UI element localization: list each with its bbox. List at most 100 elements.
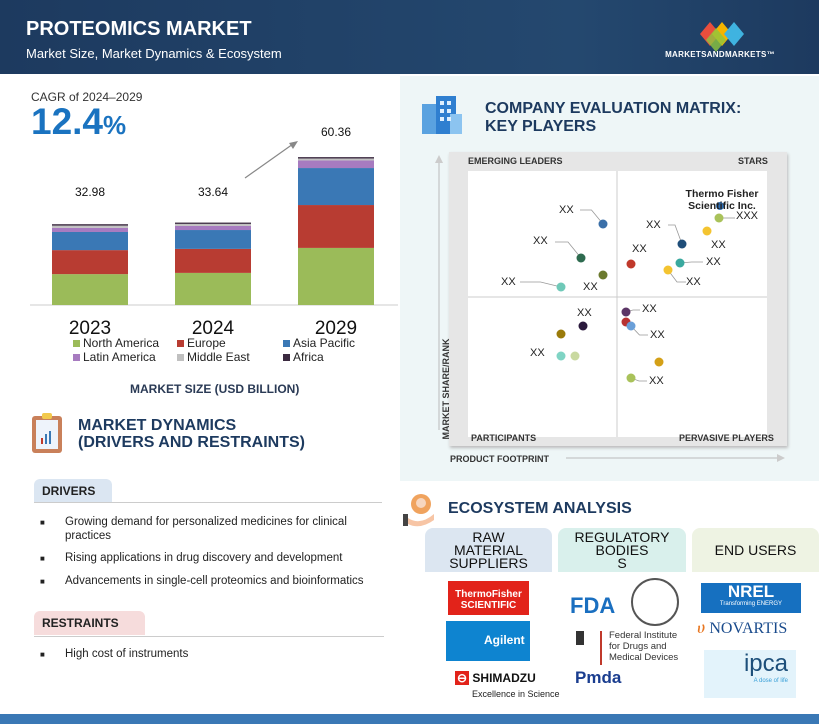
- player-dot: [578, 321, 588, 331]
- leader-line: [580, 209, 604, 225]
- player-label: XX: [583, 281, 598, 293]
- cagr-number: 12.4: [31, 101, 104, 142]
- driver-item: Advancements in single-cell proteomics a…: [65, 575, 364, 587]
- player-dot: [598, 270, 608, 280]
- eco-heading-line: MATERIAL: [454, 541, 523, 558]
- markets-logo-icon: [700, 22, 744, 52]
- cagr-unit: %: [103, 110, 127, 140]
- legend-item: Middle East: [177, 350, 250, 364]
- bar-segment-africa: [52, 224, 128, 226]
- bullet-icon: ■: [40, 577, 45, 586]
- x-axis-arrowhead: [777, 454, 785, 462]
- player-dot: [556, 282, 566, 292]
- nrel-text: NREL: [727, 582, 775, 601]
- bar-segment-north-america: [175, 272, 251, 305]
- legend-label: Middle East: [187, 350, 250, 364]
- player-label: XX: [533, 235, 548, 247]
- player-label: XX: [559, 204, 574, 216]
- player-dot: [556, 329, 566, 339]
- eco-heading-end-users: END USERS: [692, 528, 819, 572]
- bar-total-label: 33.64: [197, 185, 229, 199]
- agilent-logo: Agilent: [446, 621, 530, 661]
- quadrant-participants: PARTICIPANTS: [471, 433, 537, 443]
- player-label: XX: [711, 239, 726, 251]
- eco-heading-line: S: [617, 554, 627, 571]
- legend-swatch: [73, 339, 80, 347]
- bar-segment-latin-america: [298, 160, 374, 169]
- dynamics-title-line1: MARKET DYNAMICS: [78, 417, 237, 434]
- fda-logo: FDA: [570, 593, 616, 618]
- player-dot: [576, 253, 586, 263]
- player-dot: [626, 321, 636, 331]
- novartis-text: NOVARTIS: [709, 620, 788, 637]
- bar-segment-middle-east: [175, 223, 251, 226]
- legend-item: Europe: [177, 336, 226, 350]
- shimadzu-text: SHIMADZU: [472, 671, 536, 685]
- player-label: XX: [646, 219, 661, 231]
- footer-bar: [0, 714, 819, 724]
- dynamics-title: MARKET DYNAMICS (DRIVERS AND RESTRAINTS): [78, 417, 305, 451]
- player-dot: [663, 265, 673, 275]
- player-dot: [626, 259, 636, 269]
- legend-label: Europe: [187, 336, 226, 350]
- bar-segment-africa: [175, 222, 251, 224]
- bar-segment-latin-america: [175, 225, 251, 231]
- player-dot: [675, 258, 685, 268]
- bullet-icon: ■: [40, 554, 45, 563]
- logo-text: MARKETSANDMARKETS™: [665, 50, 775, 59]
- y-axis-label: MARKET SHARE/RANK: [441, 338, 451, 440]
- novartis-logo: ሀ NOVARTIS: [697, 620, 788, 637]
- market-size-chart: [30, 141, 398, 306]
- driver-item: Rising applications in drug discovery an…: [65, 552, 343, 564]
- driver-item: Growing demand for personalized medicine…: [65, 516, 347, 542]
- x-axis-label: PRODUCT FOOTPRINT: [450, 454, 549, 464]
- player-dot: [714, 213, 724, 223]
- x-tick-label: 2029: [314, 318, 358, 339]
- drivers-tab: DRIVERS: [34, 479, 112, 503]
- ipca-tagline: A dose of life: [753, 678, 788, 684]
- player-label: XX: [650, 329, 665, 341]
- bar-segment-middle-east: [298, 158, 374, 161]
- ecosystem-title: ECOSYSTEM ANALYSIS: [448, 500, 632, 517]
- chart-axis-title: MARKET SIZE (USD BILLION): [130, 382, 300, 396]
- growth-arrow: [244, 141, 298, 179]
- legend-item: North America: [73, 336, 159, 350]
- clipboard-chart-icon: [32, 413, 62, 453]
- cagr-label: CAGR of 2024–2029: [31, 90, 143, 104]
- player-dot: [716, 202, 724, 210]
- matrix-title-line2: KEY PLAYERS: [485, 118, 597, 135]
- bar-segment-asia-pacific: [175, 230, 251, 249]
- player-dot: [621, 307, 631, 317]
- player-dot: [556, 351, 566, 361]
- legend-item: Latin America: [73, 350, 156, 364]
- india-emblem-logo: [631, 578, 679, 626]
- restraints-tab: RESTRAINTS: [34, 611, 145, 635]
- german-eagle-icon: [576, 631, 584, 645]
- x-tick-label: 2023: [68, 318, 112, 339]
- bar-segment-asia-pacific: [52, 231, 128, 251]
- ipca-logo: ipca A dose of life: [704, 650, 796, 698]
- legend-label: Africa: [293, 350, 324, 364]
- player-label: XX: [642, 303, 657, 315]
- player-label: XX: [649, 375, 664, 387]
- bar-segment-asia-pacific: [298, 168, 374, 206]
- player-dot: [654, 357, 664, 367]
- player-label: XX: [632, 243, 647, 255]
- header-banner: [0, 0, 819, 74]
- legend-swatch: [177, 353, 184, 361]
- legend-label: Latin America: [83, 350, 156, 364]
- matrix-chart: [435, 155, 785, 462]
- agilent-text: Agilent: [484, 633, 525, 647]
- player-dot: [570, 351, 580, 361]
- bar-segment-north-america: [52, 274, 128, 305]
- legend-swatch: [177, 339, 184, 347]
- leader-line: [520, 281, 562, 288]
- player-label: XX: [530, 347, 545, 359]
- eco-heading-line: SUPPLIERS: [449, 554, 528, 571]
- eco-heading-line: REGULATORY: [574, 528, 670, 545]
- eco-heading-raw-material: RAW MATERIAL SUPPLIERS: [425, 528, 552, 572]
- shimadzu-tagline: Excellence in Science: [472, 689, 560, 699]
- leader-line: [555, 241, 582, 259]
- bfarm-logo: Federal Institute for Drugs and Medical …: [609, 630, 679, 663]
- pmda-logo: Pmda: [575, 668, 622, 687]
